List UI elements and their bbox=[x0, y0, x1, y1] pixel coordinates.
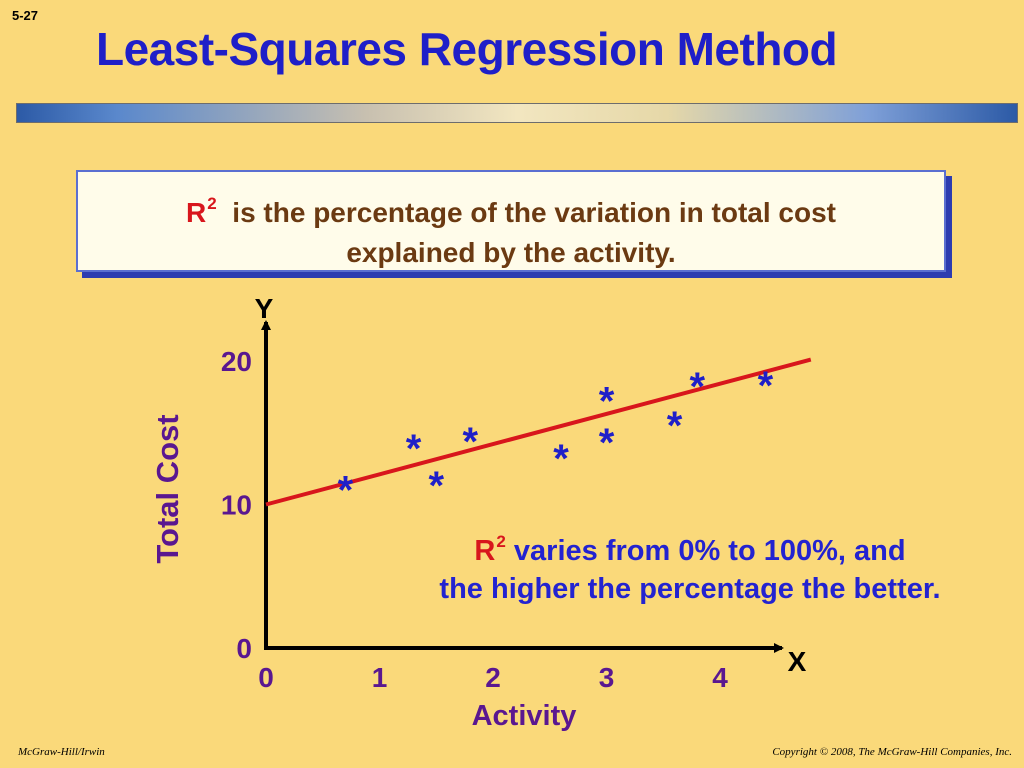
x-axis-letter: X bbox=[788, 646, 807, 677]
r-squared-symbol: R2 bbox=[186, 194, 217, 228]
note-r-squared-symbol: R2 bbox=[474, 532, 506, 567]
data-point: * bbox=[553, 437, 569, 481]
data-point: * bbox=[599, 380, 615, 424]
slide-number: 5-27 bbox=[12, 8, 39, 23]
x-tick-label: 3 bbox=[599, 662, 615, 693]
data-point: * bbox=[428, 464, 444, 508]
definition-callout: R2 is the percentage of the variation in… bbox=[76, 170, 946, 272]
x-tick-label: 2 bbox=[485, 662, 501, 693]
callout-text-2: explained by the activity. bbox=[346, 237, 676, 268]
callout-text-1: is the percentage of the variation in to… bbox=[232, 197, 836, 228]
y-axis-title: Total Cost bbox=[150, 414, 185, 563]
data-point: * bbox=[758, 364, 774, 408]
data-point: * bbox=[690, 365, 706, 409]
footer-publisher: McGraw-Hill/Irwin bbox=[18, 746, 105, 758]
y-axis-letter: Y bbox=[255, 293, 274, 324]
data-point: * bbox=[406, 427, 422, 471]
callout-line-1: R2 is the percentage of the variation in… bbox=[78, 184, 944, 233]
regression-line bbox=[265, 357, 812, 507]
note-text-1: varies from 0% to 100%, and bbox=[513, 535, 906, 567]
data-point: * bbox=[667, 404, 683, 448]
data-point: * bbox=[463, 420, 479, 464]
y-tick-label: 10 bbox=[221, 490, 252, 521]
x-tick-label: 0 bbox=[258, 662, 274, 693]
data-point: * bbox=[338, 469, 354, 513]
x-tick-label: 1 bbox=[372, 662, 388, 693]
note-line-1: R2 varies from 0% to 100%, and bbox=[360, 523, 1020, 570]
y-tick-label: 0 bbox=[236, 633, 252, 664]
r-squared-note: R2 varies from 0% to 100%, and the highe… bbox=[360, 523, 1020, 608]
y-tick-label: 20 bbox=[221, 346, 252, 377]
x-axis-title: Activity bbox=[472, 700, 577, 732]
data-point: * bbox=[599, 421, 615, 465]
title-divider-bar bbox=[16, 103, 1018, 123]
x-tick-label: 4 bbox=[712, 662, 728, 693]
footer-copyright: Copyright © 2008, The McGraw-Hill Compan… bbox=[772, 746, 1012, 758]
note-text-2: the higher the percentage the better. bbox=[439, 573, 941, 605]
slide-title: Least-Squares Regression Method bbox=[96, 23, 838, 75]
